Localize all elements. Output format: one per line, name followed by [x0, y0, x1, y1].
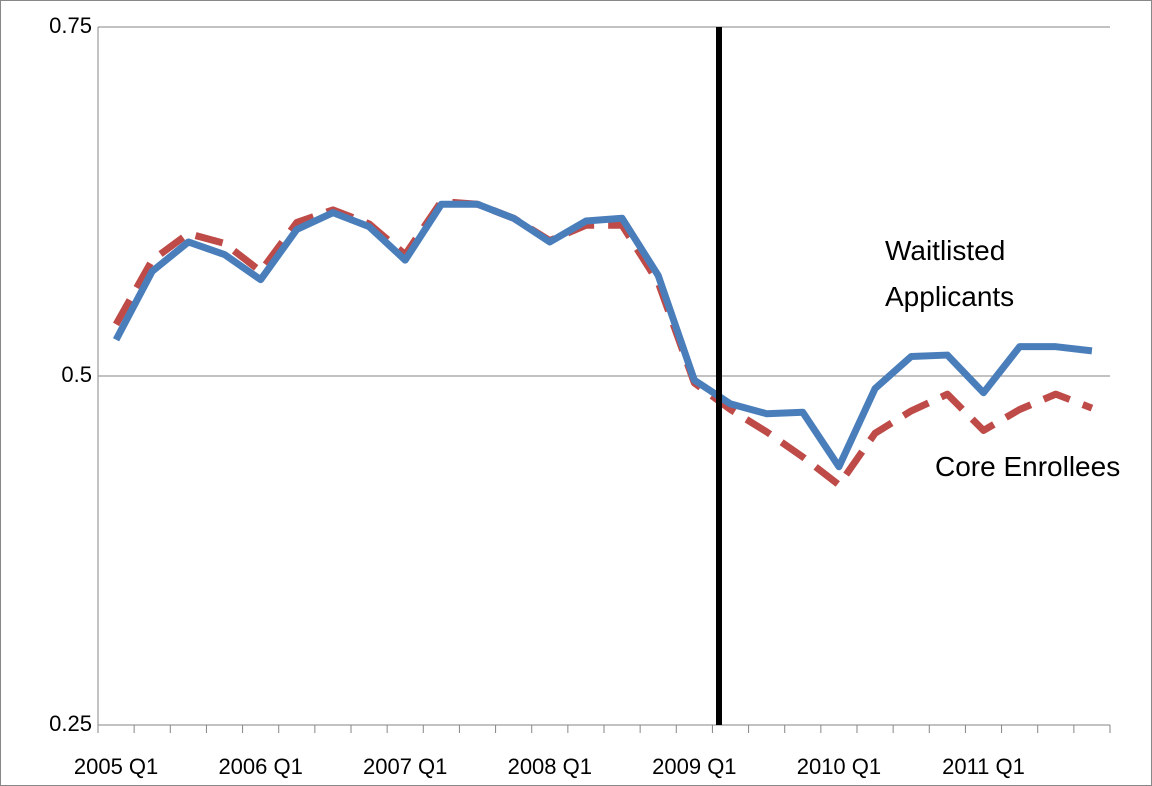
y-tick-label: 0.75 [49, 13, 92, 38]
y-tick-label: 0.25 [49, 711, 92, 736]
series-label: Waitlisted Applicants [885, 235, 1015, 312]
series-line [112, 200, 1093, 471]
x-tick-label: 2005 Q1 [74, 754, 158, 779]
series-line [113, 198, 1094, 489]
x-tick-label: 2010 Q1 [797, 754, 881, 779]
x-tick-label: 2011 Q1 [942, 754, 1025, 779]
x-tick-label: 2009 Q1 [652, 754, 736, 779]
plot [112, 198, 1094, 489]
x-tick-label: 2006 Q1 [218, 754, 302, 779]
x-tick-label: 2008 Q1 [508, 754, 592, 779]
grid [97, 26, 1111, 733]
y-tick-label: 0.5 [61, 362, 92, 387]
x-tick-label: 2007 Q1 [363, 754, 447, 779]
series-label: Core Enrollees [935, 451, 1121, 482]
